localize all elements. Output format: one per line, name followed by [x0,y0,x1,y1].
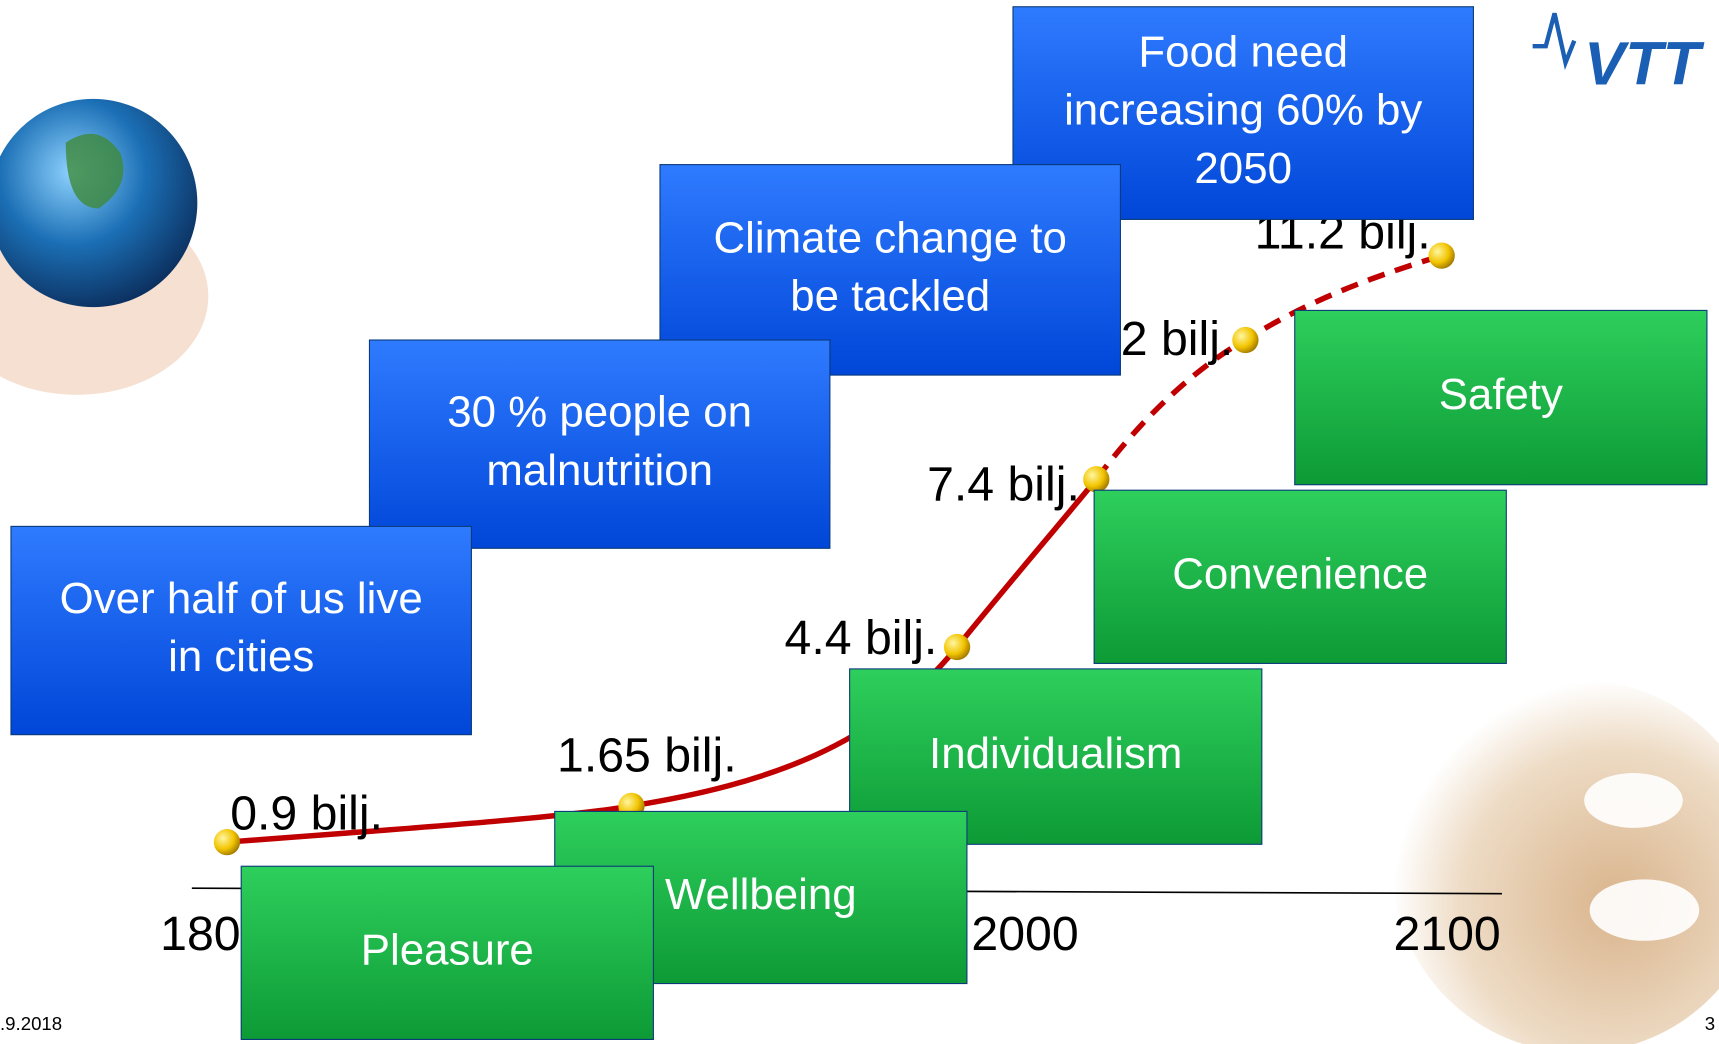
population-label: 1.65 bilj. [557,729,737,783]
driver: Safety [1294,309,1708,486]
driver-box [1294,309,1708,486]
population-point [1083,466,1110,493]
population-label: 7.4 bilj. [927,458,1080,512]
population-label: 0.9 bilj. [230,787,383,841]
population-point [1428,242,1455,269]
challenge-text: Over half of us live [60,574,423,623]
challenge: 30 % people on malnutrition [368,339,831,549]
page-number: 3 [1705,1013,1715,1034]
population-point [213,828,241,856]
footer-date: .9.2018 [0,1013,62,1034]
axis-label: 2100 [1393,907,1500,961]
driver-text: Convenience [1172,549,1428,598]
population-label: 4.4 bilj. [785,611,938,665]
challenge-text: 30 % people on [447,388,752,437]
challenge-box [368,339,831,549]
globe-image [0,98,209,395]
driver-text: Pleasure [361,925,534,974]
challenge-box [10,525,472,736]
population-point [1232,326,1259,354]
driver-box [1093,489,1507,664]
challenge-text: Food need [1138,28,1348,77]
driver-text: Safety [1439,370,1563,419]
challenge-text: Climate change to [714,213,1067,262]
challenge: Over half of us live in cities [10,525,472,736]
population-curve [226,477,1099,845]
logo-mark [1532,12,1577,71]
driver: Convenience [1093,489,1507,664]
challenge-text: be tackled [790,271,990,320]
driver: Individualism [849,668,1263,845]
challenge-text: increasing 60% by [1064,86,1422,135]
challenge-text: malnutrition [486,446,713,495]
driver-box [240,865,654,1041]
driver-text: Wellbeing [665,870,857,919]
population-point [943,633,971,661]
challenge-text: in cities [168,632,314,681]
challenge-text: 2050 [1194,144,1292,193]
food-image [1392,679,1719,1044]
logo: VTT [1584,29,1704,98]
axis-label: 2000 [971,907,1078,961]
driver: Pleasure [240,865,654,1041]
driver-text: Individualism [929,729,1182,778]
